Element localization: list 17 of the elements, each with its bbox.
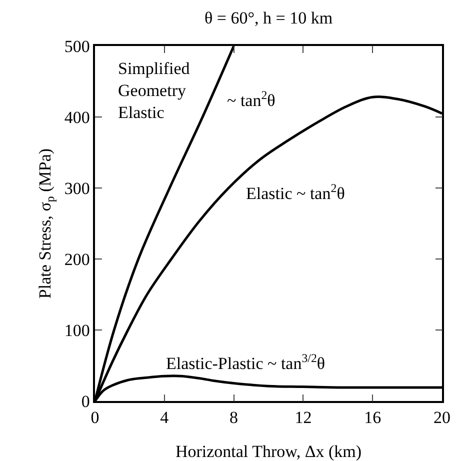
y-tick-label: 0 — [81, 392, 90, 411]
x-tick-label: 8 — [230, 408, 238, 428]
x-tick-label: 4 — [160, 408, 170, 428]
y-tick-label: 500 — [64, 36, 90, 56]
x-tick-label: 12 — [294, 408, 312, 428]
y-tick-label: 100 — [64, 320, 90, 340]
x-tick-label: 16 — [364, 408, 382, 428]
annotation: Elastic ~ tan$^{2}$θ — [246, 181, 345, 204]
x-axis-title: Horizontal Throw, Δx (km) — [175, 442, 362, 461]
annotation: Elastic-Plastic ~ tan$^{3/2}$θ — [166, 351, 326, 374]
annotation: ~ tan$^{2}$θ — [227, 88, 276, 110]
annotation: Simplified Geometry Elastic — [118, 59, 190, 122]
y-tick-label: 400 — [64, 108, 90, 127]
y-tick-label: 300 — [64, 178, 90, 198]
x-tick-label: 20 — [434, 408, 450, 428]
y-tick-label: 200 — [64, 250, 90, 269]
chart-title: θ = 60°, h = 10 km — [204, 8, 333, 28]
